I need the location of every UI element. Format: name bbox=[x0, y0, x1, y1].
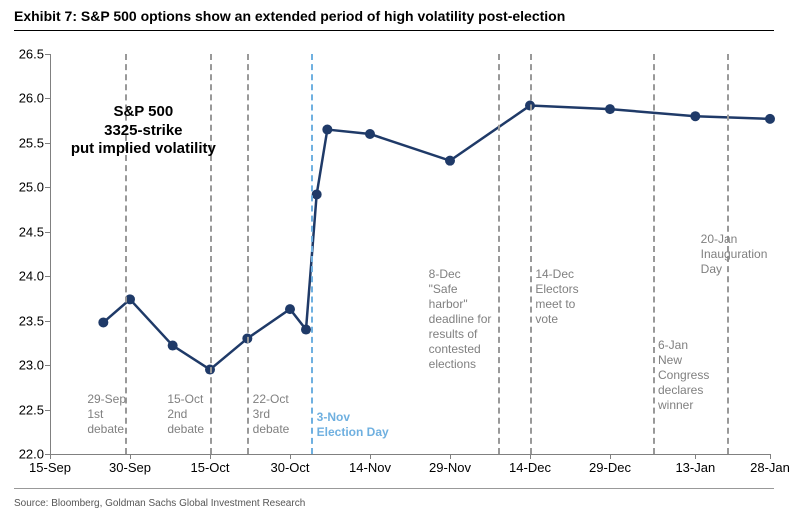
data-point-marker bbox=[365, 129, 375, 139]
y-axis-line bbox=[50, 54, 51, 454]
x-tick-label: 15-Sep bbox=[29, 460, 71, 475]
data-point-marker bbox=[690, 111, 700, 121]
data-point-marker bbox=[605, 104, 615, 114]
event-line bbox=[530, 54, 532, 454]
x-axis-tick bbox=[290, 454, 291, 459]
x-tick-label: 14-Dec bbox=[509, 460, 551, 475]
y-axis-tick bbox=[45, 143, 50, 144]
x-axis-tick bbox=[530, 454, 531, 459]
event-label: 8-Dec "Safe harbor" deadline for results… bbox=[429, 267, 492, 372]
x-axis-tick bbox=[450, 454, 451, 459]
event-label: 3-Nov Election Day bbox=[317, 410, 389, 440]
x-axis-tick bbox=[610, 454, 611, 459]
y-axis-tick bbox=[45, 410, 50, 411]
data-point-marker bbox=[98, 317, 108, 327]
event-line bbox=[247, 54, 249, 454]
x-axis-tick bbox=[50, 454, 51, 459]
chart-plot-area: 22.022.523.023.524.024.525.025.526.026.5… bbox=[50, 54, 770, 454]
y-axis-tick bbox=[45, 276, 50, 277]
y-tick-label: 26.0 bbox=[19, 91, 44, 106]
data-point-marker bbox=[168, 341, 178, 351]
y-tick-label: 25.5 bbox=[19, 135, 44, 150]
y-tick-label: 25.0 bbox=[19, 180, 44, 195]
x-axis-tick bbox=[695, 454, 696, 459]
source-text: Source: Bloomberg, Goldman Sachs Global … bbox=[14, 498, 305, 509]
x-axis-tick bbox=[770, 454, 771, 459]
event-line bbox=[653, 54, 655, 454]
event-label: 6-Jan New Congress declares winner bbox=[658, 338, 709, 413]
x-axis-tick bbox=[370, 454, 371, 459]
x-tick-label: 30-Sep bbox=[109, 460, 151, 475]
x-axis-line bbox=[50, 454, 770, 455]
event-label: 14-Dec Electors meet to vote bbox=[535, 267, 578, 327]
x-tick-label: 15-Oct bbox=[190, 460, 229, 475]
y-axis-tick bbox=[45, 187, 50, 188]
x-tick-label: 13-Jan bbox=[675, 460, 715, 475]
event-label: 29-Sep 1st debate bbox=[87, 392, 126, 437]
y-axis-tick bbox=[45, 98, 50, 99]
y-tick-label: 23.5 bbox=[19, 313, 44, 328]
y-axis-tick bbox=[45, 232, 50, 233]
y-tick-label: 23.0 bbox=[19, 358, 44, 373]
data-point-marker bbox=[765, 114, 775, 124]
event-line bbox=[498, 54, 500, 454]
data-point-marker bbox=[445, 156, 455, 166]
y-tick-label: 24.0 bbox=[19, 269, 44, 284]
event-label: 22-Oct 3rd debate bbox=[253, 392, 290, 437]
event-label: 20-Jan Inauguration Day bbox=[701, 232, 768, 277]
y-axis-tick bbox=[45, 321, 50, 322]
x-axis-tick bbox=[130, 454, 131, 459]
x-axis-tick bbox=[210, 454, 211, 459]
x-tick-label: 28-Jan bbox=[750, 460, 790, 475]
y-axis-tick bbox=[45, 54, 50, 55]
y-tick-label: 24.5 bbox=[19, 224, 44, 239]
x-tick-label: 29-Dec bbox=[589, 460, 631, 475]
x-tick-label: 14-Nov bbox=[349, 460, 391, 475]
footer-divider bbox=[14, 488, 774, 489]
event-line bbox=[311, 54, 313, 454]
series-title: S&P 500 3325-strike put implied volatili… bbox=[71, 103, 216, 159]
event-label: 15-Oct 2nd debate bbox=[167, 392, 204, 437]
exhibit-title: Exhibit 7: S&P 500 options show an exten… bbox=[14, 8, 565, 24]
x-tick-label: 29-Nov bbox=[429, 460, 471, 475]
data-point-marker bbox=[301, 325, 311, 335]
y-axis-tick bbox=[45, 365, 50, 366]
y-tick-label: 22.5 bbox=[19, 402, 44, 417]
y-tick-label: 26.5 bbox=[19, 47, 44, 62]
data-point-marker bbox=[285, 304, 295, 314]
title-underline bbox=[14, 30, 774, 31]
x-tick-label: 30-Oct bbox=[270, 460, 309, 475]
data-point-marker bbox=[322, 125, 332, 135]
